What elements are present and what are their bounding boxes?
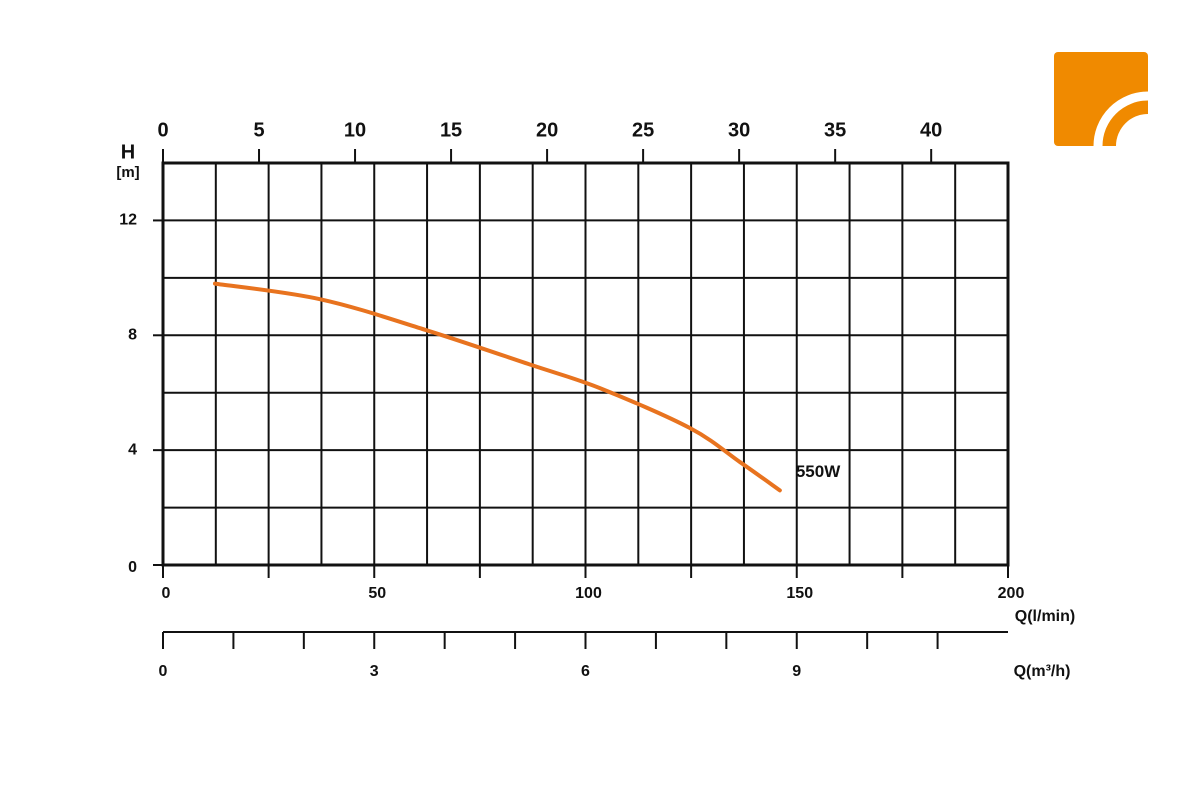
y-axis-label: H [121,141,135,163]
x3-tick-label: 9 [792,663,801,680]
y-tick-label: 4 [128,441,137,458]
x-tick-label: 100 [575,585,602,602]
logo-arc [1116,114,1148,146]
y-tick-label: 0 [128,559,137,576]
x-tick-label: 150 [786,585,813,602]
x3-tick-label: 3 [370,663,379,680]
y-axis-unit: [m] [116,164,139,181]
logo-square [1054,52,1148,146]
x2-tick-label: 20 [536,119,558,141]
x-tick-label: 50 [368,585,386,602]
x2-tick-label: 25 [632,119,654,141]
x2-tick-label: 5 [253,119,264,141]
series-label: 550W [796,462,841,481]
x-tick-label: 200 [998,585,1025,602]
y-tick-label: 12 [119,212,137,229]
y-tick-label: 8 [128,327,137,344]
x2-tick-label: 35 [824,119,846,141]
series-line [212,281,782,493]
x2-tick-label: 40 [920,119,942,141]
x-tick-label: 0 [162,585,171,602]
x3-axis-label: Q(m³/h) [1014,663,1071,680]
logo-arc [1093,91,1149,147]
x2-tick-label: 10 [344,119,366,141]
x2-tick-label: 0 [157,119,168,141]
x-axis-label: Q(l/min) [1015,608,1075,625]
x3-tick-label: 6 [581,663,590,680]
x2-tick-label: 30 [728,119,750,141]
logo [1054,52,1149,147]
x3-tick-label: 0 [159,663,168,680]
x2-tick-label: 15 [440,119,462,141]
